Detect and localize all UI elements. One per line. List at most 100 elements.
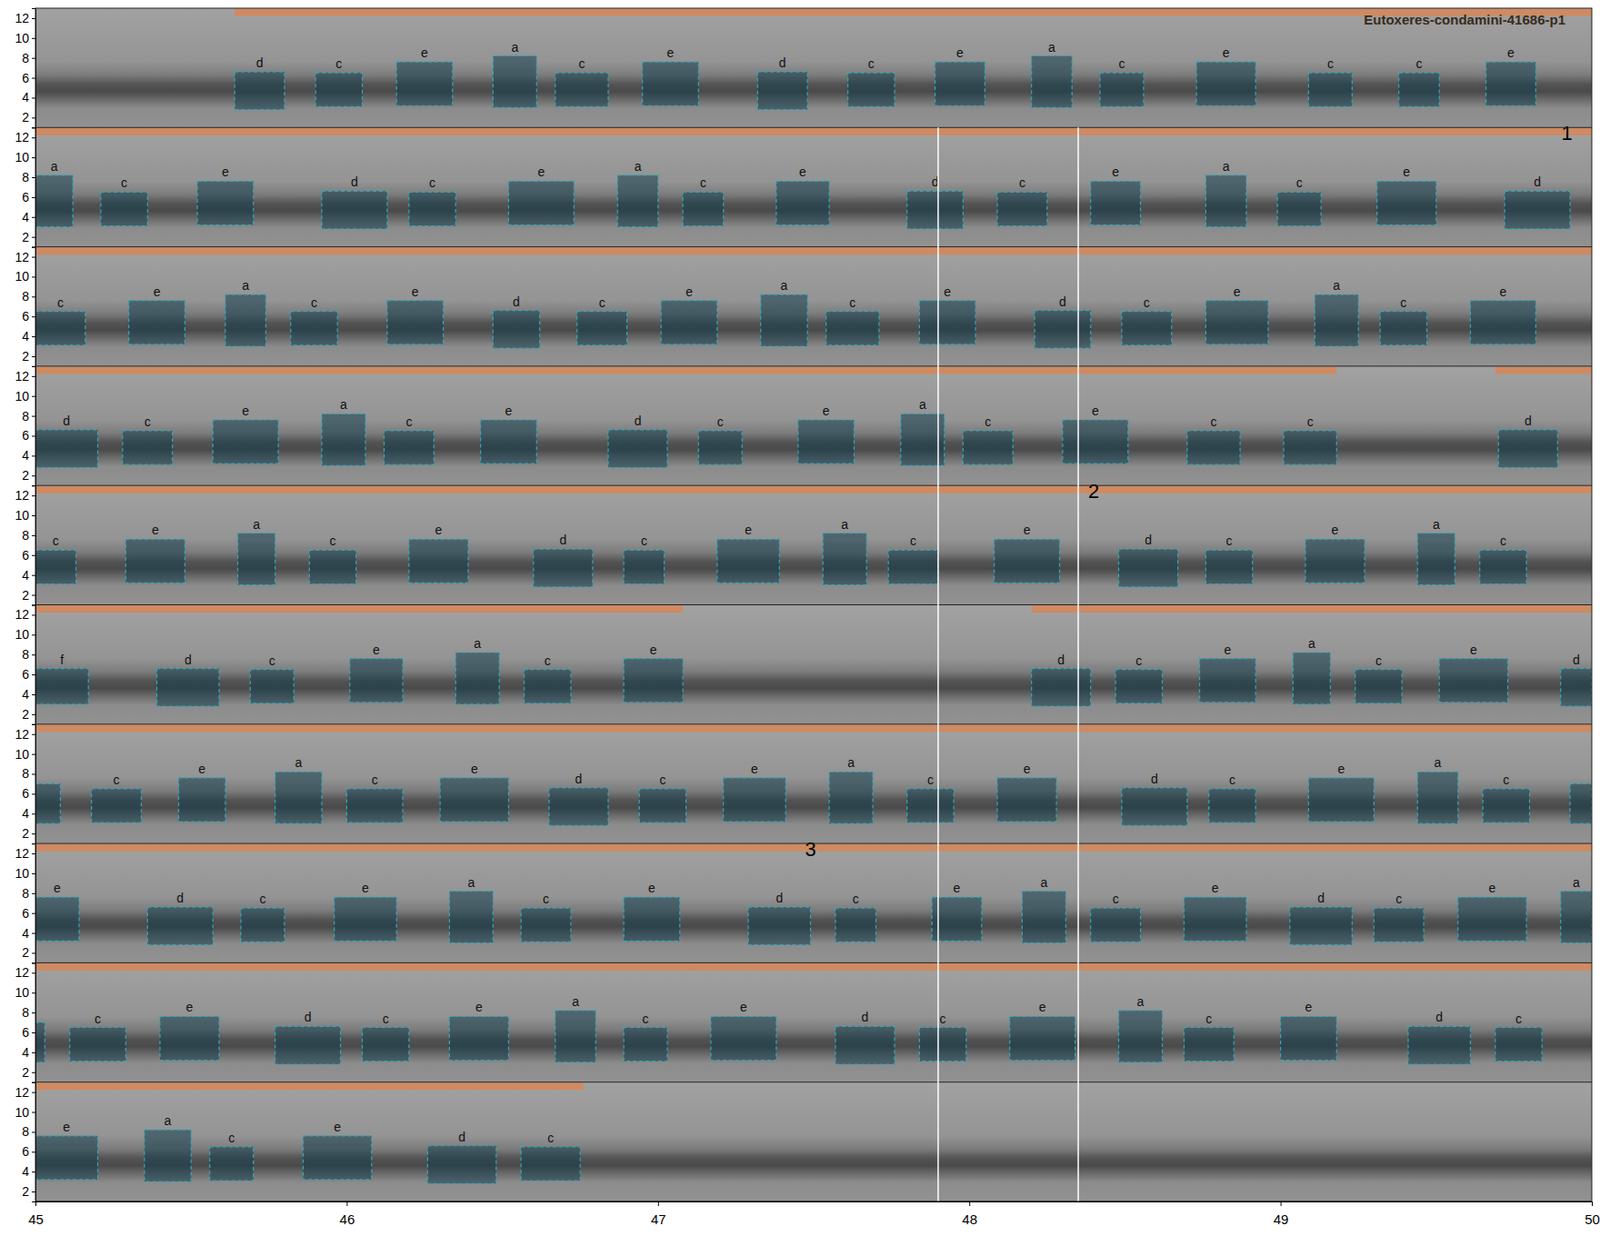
syllable-box (907, 789, 954, 823)
syllable-box (144, 1130, 191, 1182)
syllable-box (1498, 430, 1558, 469)
annotation-band (35, 1082, 584, 1090)
y-tick-mark (31, 237, 36, 239)
syllable-box (1034, 310, 1091, 350)
syllable-box (70, 1028, 127, 1062)
syllable-box (1115, 670, 1162, 704)
y-tick-mark (31, 634, 36, 636)
y-tick: 6 (21, 906, 36, 921)
syllable-label: e (650, 642, 658, 658)
syllable-label: d (1057, 652, 1065, 668)
syllable-label: d (176, 890, 184, 906)
syllable-label: d (350, 174, 359, 190)
syllable-label: d (1150, 771, 1159, 787)
annotation-band (35, 486, 1592, 494)
syllable-label: a (1434, 755, 1442, 770)
y-axis: 24681012 (14, 844, 36, 964)
annotation-band (1495, 367, 1592, 375)
y-tick-mark (31, 316, 36, 318)
y-tick-mark (31, 495, 36, 497)
y-tick-label: 6 (21, 906, 30, 921)
x-tick: 49 (1273, 1201, 1290, 1228)
syllable-box (931, 897, 982, 941)
syllable-label: c (52, 533, 60, 549)
syllable-box (555, 72, 609, 107)
y-tick-label: 6 (21, 548, 30, 563)
syllable-box (35, 1136, 98, 1180)
y-tick: 2 (21, 707, 36, 722)
y-tick-mark (31, 137, 36, 139)
row-separator (35, 127, 1592, 129)
y-tick: 4 (21, 687, 36, 702)
syllable-label: e (1507, 45, 1515, 60)
y-tick-label: 12 (14, 1085, 30, 1100)
x-tick: 48 (961, 1201, 978, 1228)
row-background (35, 605, 1592, 725)
y-tick-mark (31, 455, 36, 457)
y-tick-mark (31, 972, 36, 974)
syllable-label: a (571, 994, 580, 1010)
syllable-label: e (740, 1000, 748, 1015)
y-tick: 10 (14, 1105, 36, 1120)
y-tick-mark (31, 117, 36, 119)
y-tick-label: 6 (21, 309, 30, 324)
y-tick-mark (31, 833, 36, 835)
y-tick-label: 2 (21, 468, 30, 483)
syllable-label: a (473, 636, 481, 651)
syllable-label: c (1143, 295, 1150, 310)
syllable-box (1100, 72, 1144, 107)
row-background (35, 8, 1592, 128)
y-tick-label: 6 (21, 1144, 30, 1160)
x-tick-label: 46 (340, 1211, 356, 1228)
syllable-box (1314, 294, 1359, 347)
y-tick-label: 4 (21, 448, 30, 463)
y-tick: 12 (14, 965, 36, 980)
y-tick-label: 2 (21, 588, 30, 603)
syllable-box (250, 670, 294, 704)
y-tick-label: 10 (14, 389, 30, 404)
y-tick-mark (31, 575, 36, 577)
syllable-box (1480, 550, 1527, 584)
syllable-label: d (779, 55, 787, 70)
syllable-label: e (1023, 761, 1031, 777)
y-axis: 24681012 (14, 247, 36, 367)
y-tick: 2 (21, 945, 36, 960)
syllable-box (524, 670, 571, 704)
syllable-label: c (599, 295, 606, 310)
syllable-box (409, 191, 456, 226)
y-tick: 6 (21, 190, 36, 205)
syllable-label: a (1137, 994, 1145, 1010)
y-tick-mark (31, 793, 36, 795)
syllable-box (829, 771, 873, 824)
syllable-box (449, 891, 493, 944)
y-tick: 4 (21, 210, 36, 225)
syllable-label: a (340, 397, 348, 412)
row-separator (35, 962, 1592, 964)
syllable-label: c (1112, 891, 1120, 907)
syllable-label: c (940, 1011, 947, 1027)
syllable-box (1205, 550, 1252, 584)
syllable-box (698, 430, 742, 465)
syllable-box (1205, 300, 1268, 345)
y-tick-mark (31, 376, 36, 378)
syllable-label: d (1059, 294, 1067, 310)
syllable-box (346, 789, 403, 823)
syllable-box (760, 294, 808, 347)
y-tick-mark (31, 336, 36, 338)
syllable-label: c (849, 295, 856, 310)
syllable-label: e (1111, 164, 1120, 180)
y-tick-mark (31, 952, 36, 954)
y-tick-label: 10 (14, 1105, 30, 1120)
syllable-box (1200, 659, 1257, 703)
syllable-box (179, 778, 226, 822)
x-tick-label: 50 (1584, 1211, 1600, 1228)
syllable-box (717, 539, 780, 583)
y-tick: 8 (21, 409, 36, 424)
y-tick-label: 4 (21, 568, 30, 583)
y-tick-label: 12 (14, 488, 30, 503)
x-tick-label: 45 (28, 1211, 44, 1228)
y-tick-label: 4 (21, 806, 30, 821)
syllable-box (147, 907, 213, 946)
syllable-label: a (510, 40, 519, 55)
syllable-label: e (361, 880, 370, 896)
